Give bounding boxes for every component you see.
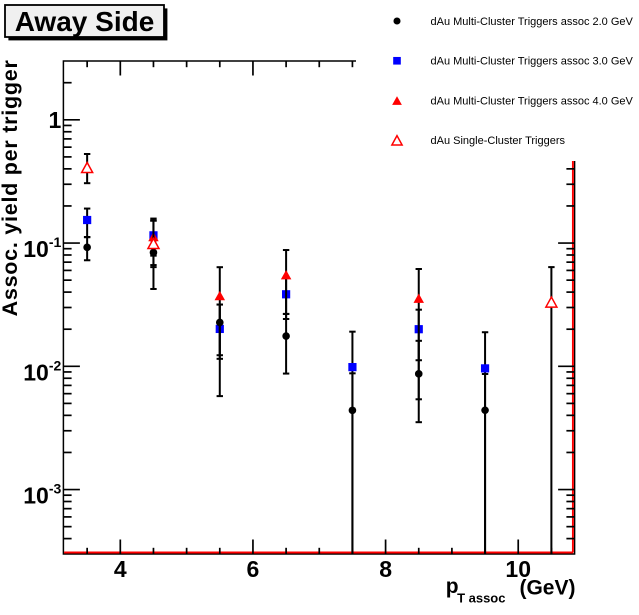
data-series-layer — [80, 152, 559, 554]
data-marker-triangle — [214, 290, 226, 301]
legend-label: dAu Multi-Cluster Triggers assoc 2.0 GeV — [431, 16, 634, 28]
x-tick-label: 10 — [505, 556, 531, 582]
y-tick-exponent: -2 — [49, 357, 62, 373]
legend: dAu Multi-Cluster Triggers assoc 2.0 GeV… — [356, 2, 639, 161]
y-tick-label: 10-2 — [23, 357, 61, 385]
title-box-frame — [4, 4, 165, 38]
page-title: Away Side — [15, 6, 155, 37]
data-marker-open-triangle — [390, 134, 404, 146]
data-marker-circle — [83, 243, 91, 252]
data-marker-square — [348, 363, 357, 372]
data-marker-circle — [481, 406, 489, 415]
legend-item: dAu Multi-Cluster Triggers assoc 3.0 GeV — [393, 56, 634, 68]
legend-background — [356, 2, 639, 161]
legend-label: dAu Multi-Cluster Triggers assoc 4.0 GeV — [431, 95, 634, 107]
x-tick-labels: 4 6 8 10 — [114, 556, 531, 582]
y-tick-labels: 110-110-210-3 — [23, 107, 61, 508]
data-marker-open-triangle — [80, 160, 94, 174]
data-marker-open-triangle — [146, 236, 161, 250]
y-tick-exponent: -1 — [49, 234, 62, 250]
x-tick-label: 6 — [247, 556, 260, 582]
data-marker-square — [393, 56, 401, 65]
legend-item: dAu Multi-Cluster Triggers assoc 2.0 GeV — [393, 16, 634, 28]
series-3 — [80, 152, 559, 554]
legend-label: dAu Multi-Cluster Triggers assoc 3.0 GeV — [431, 56, 634, 68]
data-marker-circle — [393, 17, 401, 25]
title-box: Away Side — [4, 4, 168, 41]
y-tick-mantissa: 10 — [23, 483, 49, 509]
series-2 — [148, 219, 424, 401]
y-tick-mantissa: 10 — [23, 236, 49, 262]
data-marker-open-triangle — [544, 295, 559, 308]
data-marker-square — [83, 215, 92, 225]
y-tick-label: 10-3 — [23, 481, 61, 509]
data-marker-triangle — [280, 270, 292, 280]
data-marker-circle — [348, 406, 357, 415]
y-tick-label: 10-1 — [23, 234, 61, 262]
legend-item: dAu Multi-Cluster Triggers assoc 4.0 GeV — [392, 95, 634, 107]
axis-titles: Assoc. yield per trigger pT assoc (GeV) — [0, 59, 576, 605]
x-tick-label: 4 — [114, 556, 127, 582]
y-axis-title: Assoc. yield per trigger — [0, 59, 22, 316]
data-marker-circle — [282, 332, 290, 340]
legend-label: dAu Single-Cluster Triggers — [431, 135, 566, 147]
x-axis-title-subscript: T assoc — [457, 591, 505, 606]
legend-item: dAu Single-Cluster Triggers — [390, 134, 566, 147]
y-tick-exponent: -3 — [49, 481, 62, 497]
x-axis-title: pT assoc (GeV) — [446, 575, 576, 606]
y-tick-mantissa: 10 — [23, 359, 49, 385]
x-axis-title-unit: (GeV) — [519, 577, 575, 600]
legend-entries: dAu Multi-Cluster Triggers assoc 2.0 GeV… — [390, 16, 634, 147]
x-tick-label: 8 — [379, 556, 392, 582]
data-marker-triangle — [392, 96, 402, 105]
y-tick-label: 1 — [49, 107, 62, 133]
data-marker-square — [480, 364, 490, 373]
x-axis-title-symbol: p — [446, 575, 459, 598]
data-marker-triangle — [413, 293, 424, 303]
